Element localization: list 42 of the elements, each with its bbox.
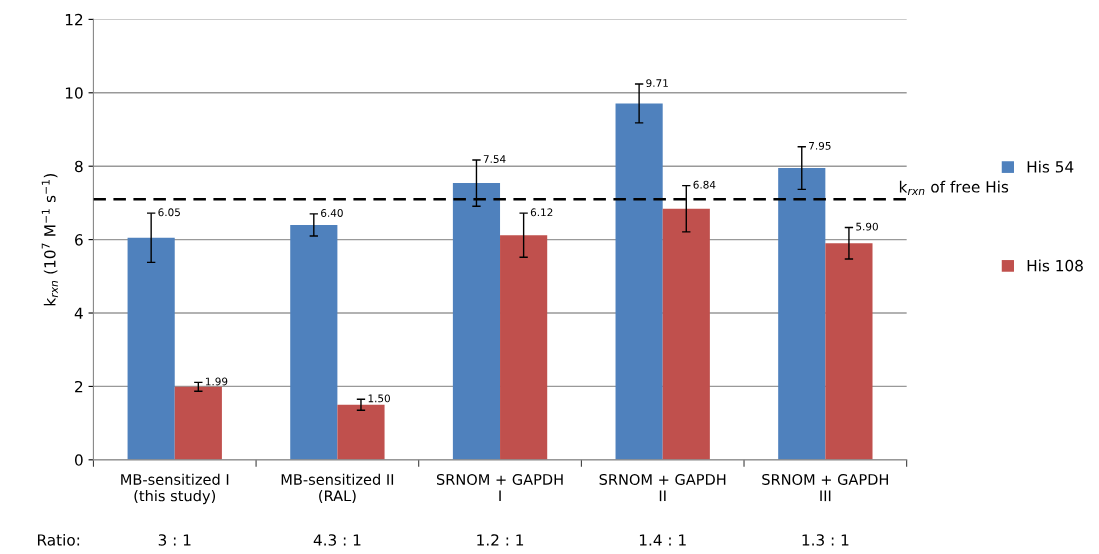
text: Ratio: <box>37 533 80 546</box>
y-tick-label: 6 <box>75 234 83 246</box>
data-label: 1.99 <box>205 377 228 386</box>
bar <box>825 243 873 460</box>
bar <box>127 237 175 460</box>
y-tick-label: 4 <box>74 307 83 319</box>
data-label: 6.84 <box>693 180 716 189</box>
bar <box>778 168 826 460</box>
text: 1.2 : 1 <box>477 534 524 546</box>
legend-label: His 108 <box>1027 259 1083 272</box>
data-label: 6.40 <box>321 209 343 217</box>
data-label: 6.12 <box>530 208 553 217</box>
bar <box>500 235 548 460</box>
text: k$_{rxn}$ (10$^{7}$ M$^{−1}$ s$^{−1}$) <box>41 173 58 306</box>
bar <box>174 386 222 460</box>
text: 1.3 : 1 <box>802 534 849 546</box>
x-tick-label: SRNOM + GAPDH III <box>762 473 888 502</box>
legend-label: His 54 <box>1027 160 1074 173</box>
ref-line-label: k$_{rxn}$ of free His <box>899 180 1009 195</box>
data-label: 5.90 <box>856 222 878 231</box>
y-tick-label: 0 <box>74 454 83 466</box>
text: 1.4 : 1 <box>639 534 686 546</box>
y-tick-label: 8 <box>75 160 83 173</box>
y-tick-label: 12 <box>65 13 83 26</box>
data-label: 7.54 <box>483 155 506 163</box>
bar <box>290 224 338 460</box>
data-label: 6.05 <box>158 208 180 217</box>
x-tick-label: MB-sensitized I (this study) <box>121 473 229 505</box>
text: 4.3 : 1 <box>313 534 361 546</box>
text: 3 : 1 <box>158 534 191 546</box>
bar <box>452 183 501 460</box>
y-tick-label: 10 <box>65 87 83 99</box>
data-label: 9.71 <box>646 79 668 88</box>
bar <box>662 208 710 460</box>
x-tick-label: MB-sensitized II (RAL) <box>281 473 394 504</box>
bar <box>337 404 385 460</box>
data-label: 1.50 <box>368 394 390 403</box>
bar <box>615 103 663 460</box>
data-label: 7.95 <box>809 141 831 150</box>
x-tick-label: SRNOM + GAPDH I <box>436 473 563 502</box>
y-tick-label: 2 <box>75 380 83 393</box>
x-tick-label: SRNOM + GAPDH II <box>599 473 726 502</box>
